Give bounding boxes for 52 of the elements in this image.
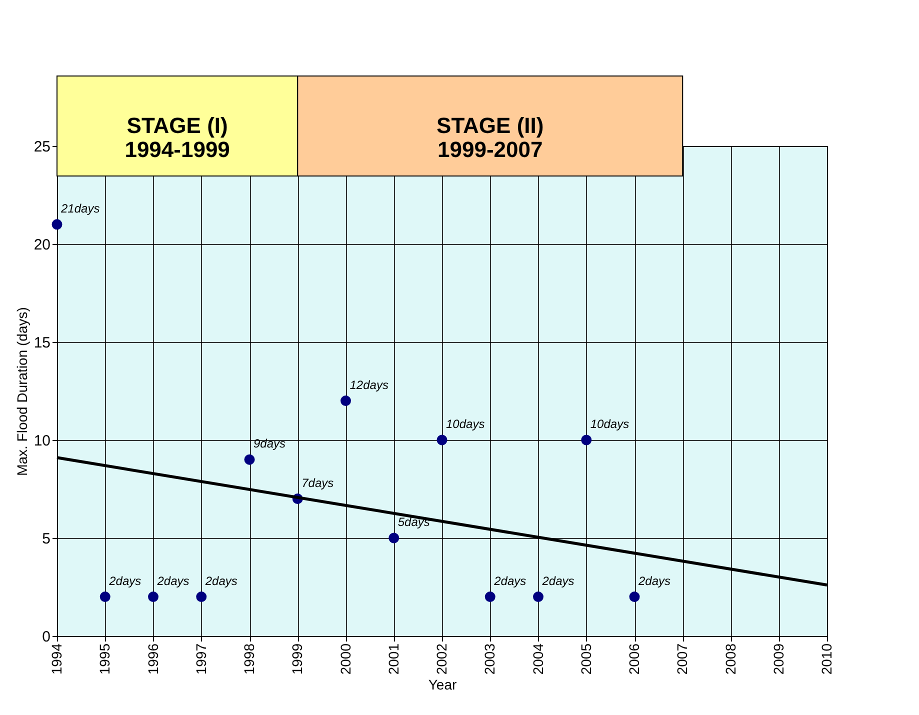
data-label: 12days [350, 378, 388, 392]
x-tick-label: 2005 [578, 643, 594, 675]
point [52, 219, 62, 230]
data-label: 2days [108, 574, 142, 588]
x-tick-label: 2004 [530, 643, 546, 675]
x-tick-label: 2007 [674, 643, 690, 675]
point [340, 396, 351, 406]
x-tick-label: 1994 [48, 643, 64, 675]
data-label: 2days [156, 574, 190, 588]
x-tick-label: 2003 [482, 643, 498, 675]
point [629, 592, 640, 602]
x-tick-label: 1996 [144, 643, 161, 675]
y-tick-label: 0 [42, 628, 50, 646]
point [581, 434, 592, 446]
data-label: 2days [493, 574, 526, 588]
data-label: 2days [638, 574, 671, 588]
y-tick-label: 20 [34, 236, 50, 254]
data-label: 10days [446, 417, 485, 431]
x-tick-label: 2006 [626, 643, 642, 675]
x-tick-label: 1995 [96, 643, 113, 675]
x-tick-label: 1997 [192, 643, 209, 675]
data-label: 2days [204, 574, 238, 588]
point [196, 592, 207, 602]
point [436, 434, 448, 446]
y-tick-label: 25 [34, 138, 50, 156]
data-label: 9days [254, 436, 286, 451]
y-tick-label: 10 [34, 432, 50, 450]
band-label: STAGE (I) 1994-1999 [124, 113, 230, 162]
x-tick-label: 2001 [385, 643, 402, 675]
x-tick-label: 2002 [434, 643, 450, 675]
point [388, 532, 400, 544]
y-tick-label: 5 [42, 530, 50, 548]
x-tick-label: 2010 [818, 643, 834, 675]
x-tick-label: 2009 [770, 643, 786, 675]
band-label: STAGE (II) 1999-2007 [436, 113, 544, 162]
x-tick-label: 1999 [289, 643, 306, 675]
point [148, 592, 158, 602]
x-tick-label: 1998 [241, 643, 257, 675]
data-label: 21days [60, 201, 100, 216]
x-tick-label: 2000 [337, 643, 354, 675]
point [100, 592, 110, 602]
data-label: 2days [541, 574, 574, 588]
point [484, 592, 496, 602]
data-label: 7days [302, 476, 334, 490]
y-tick-label: 15 [34, 334, 50, 352]
y-axis-title: Max. Flood Duration (days) [14, 307, 30, 476]
data-label: 10days [590, 417, 630, 431]
data-label: 5days [398, 515, 430, 529]
point [244, 454, 255, 465]
x-tick-label: 2008 [722, 643, 738, 675]
point [533, 592, 544, 602]
x-axis-title: Year [428, 676, 457, 693]
